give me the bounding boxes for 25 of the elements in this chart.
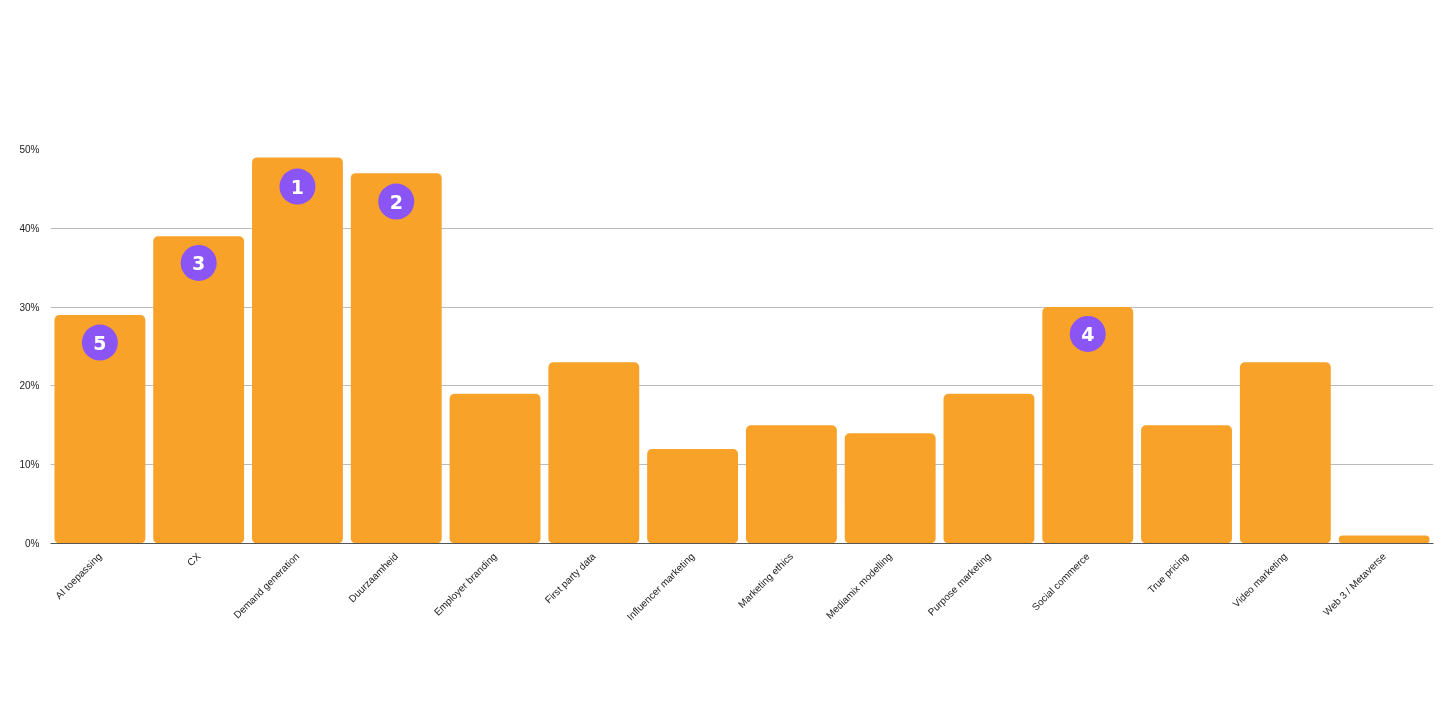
bar bbox=[54, 314, 146, 544]
y-tick-label: 10% bbox=[19, 459, 40, 471]
y-tick-label: 0% bbox=[25, 538, 40, 549]
bar bbox=[745, 425, 837, 544]
y-tick-label: 20% bbox=[19, 380, 40, 392]
annotation: 4 bbox=[1081, 322, 1095, 345]
bar bbox=[153, 236, 245, 544]
annotation: 3 bbox=[192, 251, 206, 274]
bar bbox=[647, 448, 739, 544]
y-tick-label: 40% bbox=[19, 222, 40, 234]
y-tick-label: 30% bbox=[19, 301, 40, 313]
bar bbox=[844, 433, 936, 544]
bar bbox=[548, 362, 640, 544]
bar bbox=[350, 173, 442, 544]
bar bbox=[449, 393, 541, 544]
annotation: 1 bbox=[290, 175, 305, 198]
bar bbox=[1141, 425, 1232, 544]
y-tick-label: 50% bbox=[19, 144, 40, 155]
annotation: 5 bbox=[93, 331, 107, 354]
annotation: 2 bbox=[389, 190, 403, 213]
bar bbox=[252, 157, 343, 544]
bar bbox=[1042, 307, 1134, 544]
bar bbox=[1239, 362, 1331, 544]
bar bbox=[943, 393, 1035, 544]
x-tick-label: CX bbox=[184, 550, 203, 569]
